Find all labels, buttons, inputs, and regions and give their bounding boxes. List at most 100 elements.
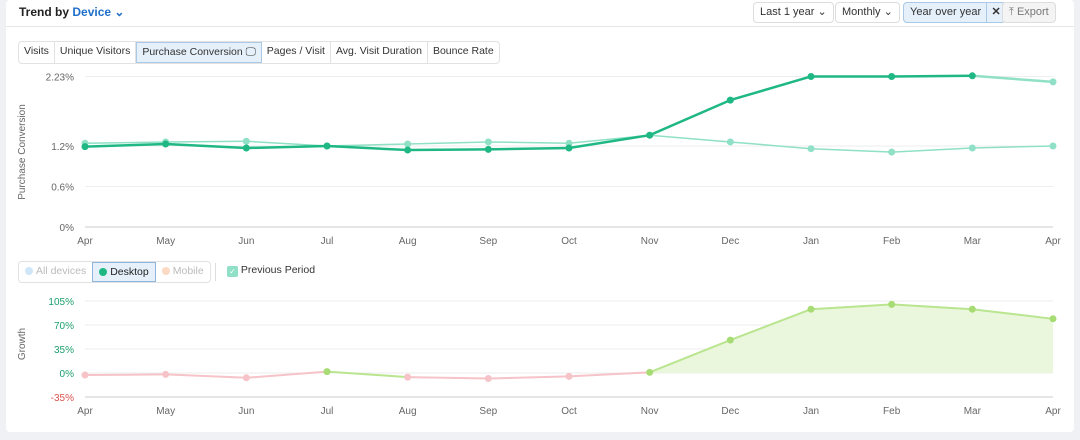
legend-desktop[interactable]: Desktop xyxy=(92,262,156,282)
series-segment xyxy=(972,74,1054,84)
growth-segment xyxy=(407,376,489,380)
data-point xyxy=(888,300,896,308)
series-segment xyxy=(246,144,328,150)
checkbox-icon: ✓ xyxy=(227,266,238,277)
period-dropdown[interactable]: Last 1 year ⌄ xyxy=(753,2,834,23)
growth-area xyxy=(649,304,1053,373)
chevron-down-icon: ⌄ xyxy=(114,5,125,19)
tab-visits[interactable]: Visits xyxy=(19,42,55,63)
x-tick-label: Dec xyxy=(721,406,739,417)
data-point xyxy=(242,374,250,382)
data-point xyxy=(968,305,976,313)
data-point xyxy=(162,370,170,378)
data-point xyxy=(646,131,654,139)
x-tick-label: Aug xyxy=(399,236,417,247)
x-tick-label: Oct xyxy=(561,406,577,417)
x-tick-label: Jun xyxy=(238,406,254,417)
series-segment xyxy=(891,147,973,153)
series-segment xyxy=(568,133,650,150)
metric-tabs: Visits Unique Visitors Purchase Conversi… xyxy=(18,41,500,64)
series-segment xyxy=(407,141,489,145)
x-tick-label: Apr xyxy=(77,406,93,417)
x-tick-label: Apr xyxy=(1045,406,1061,417)
data-point xyxy=(484,138,492,146)
data-point xyxy=(484,374,492,382)
growth-segment xyxy=(165,373,247,379)
data-point xyxy=(323,368,331,376)
x-tick-label: Jun xyxy=(238,236,254,247)
series-segment xyxy=(84,141,166,145)
data-point xyxy=(565,372,573,380)
tab-unique-visitors[interactable]: Unique Visitors xyxy=(55,42,137,63)
data-point xyxy=(888,148,896,156)
close-icon[interactable]: ✕ xyxy=(986,3,1005,22)
x-tick-label: Nov xyxy=(641,236,659,247)
growth-segment xyxy=(891,303,973,311)
growth-segment xyxy=(326,370,408,379)
x-tick-label: Sep xyxy=(479,236,497,247)
legend-all-devices[interactable]: All devices xyxy=(19,262,92,282)
tab-purchase-conversion[interactable]: Purchase Conversion 🖵 xyxy=(136,42,262,63)
data-point xyxy=(1049,315,1057,323)
series-segment xyxy=(972,145,1054,149)
export-button[interactable]: ⤒ Export xyxy=(1002,2,1056,23)
growth-segment xyxy=(649,339,731,374)
data-point xyxy=(242,137,250,145)
series-segment xyxy=(326,144,408,152)
series-segment xyxy=(165,142,247,150)
x-tick-label: May xyxy=(156,406,175,417)
series-segment xyxy=(730,141,812,150)
legend-mobile[interactable]: Mobile xyxy=(156,262,210,282)
data-point xyxy=(404,373,412,381)
data-point xyxy=(968,72,976,80)
data-point xyxy=(484,145,492,153)
x-tick-label: Jan xyxy=(803,236,819,247)
series-segment xyxy=(84,142,166,148)
data-point xyxy=(81,371,89,379)
data-point xyxy=(807,145,815,153)
data-point xyxy=(1049,78,1057,86)
x-tick-label: Aug xyxy=(399,406,417,417)
monitor-icon: 🖵 xyxy=(245,46,256,58)
granularity-dropdown[interactable]: Monthly ⌄ xyxy=(835,2,900,23)
device-dropdown[interactable]: Device ⌄ xyxy=(72,5,125,19)
growth-segment xyxy=(972,308,1054,320)
card-header: Trend by Device ⌄ Last 1 year ⌄ Monthly … xyxy=(6,0,1074,27)
x-tick-label: Dec xyxy=(721,236,739,247)
x-tick-label: Jul xyxy=(321,236,334,247)
chevron-down-icon: ⌄ xyxy=(817,6,827,18)
device-legend: All devices Desktop Mobile xyxy=(18,261,211,283)
data-point xyxy=(565,144,573,152)
data-point xyxy=(404,146,412,154)
growth-segment xyxy=(488,375,570,380)
data-point xyxy=(807,305,815,313)
x-tick-label: Oct xyxy=(561,236,577,247)
data-point xyxy=(1049,142,1057,150)
tab-avg-visit-duration[interactable]: Avg. Visit Duration xyxy=(331,42,428,63)
series-segment xyxy=(891,74,973,78)
data-point xyxy=(81,143,89,151)
series-segment xyxy=(407,148,489,152)
compare-toggle[interactable]: Year over year ✕ xyxy=(903,2,1007,23)
tab-bounce-rate[interactable]: Bounce Rate xyxy=(432,45,494,57)
y-axis-label: Growth xyxy=(17,328,28,360)
growth-segment xyxy=(810,303,892,311)
data-point xyxy=(726,336,734,344)
trend-card: Trend by Device ⌄ Last 1 year ⌄ Monthly … xyxy=(6,0,1074,432)
series-segment xyxy=(488,146,570,151)
previous-period-checkbox[interactable]: ✓ Previous Period xyxy=(227,264,315,277)
x-tick-label: Apr xyxy=(1045,236,1061,247)
tab-pages-visit[interactable]: Pages / Visit xyxy=(262,42,331,63)
chevron-down-icon: ⌄ xyxy=(883,6,893,18)
dot-icon xyxy=(161,267,170,275)
x-tick-label: Mar xyxy=(964,236,982,247)
y-tick-label: 105% xyxy=(48,297,74,308)
data-point xyxy=(807,72,815,80)
growth-segment xyxy=(729,308,812,342)
x-tick-label: Feb xyxy=(883,236,901,247)
x-tick-label: Mar xyxy=(964,406,982,417)
data-point xyxy=(404,140,412,148)
series-segment xyxy=(649,134,731,143)
x-tick-label: Apr xyxy=(77,236,93,247)
